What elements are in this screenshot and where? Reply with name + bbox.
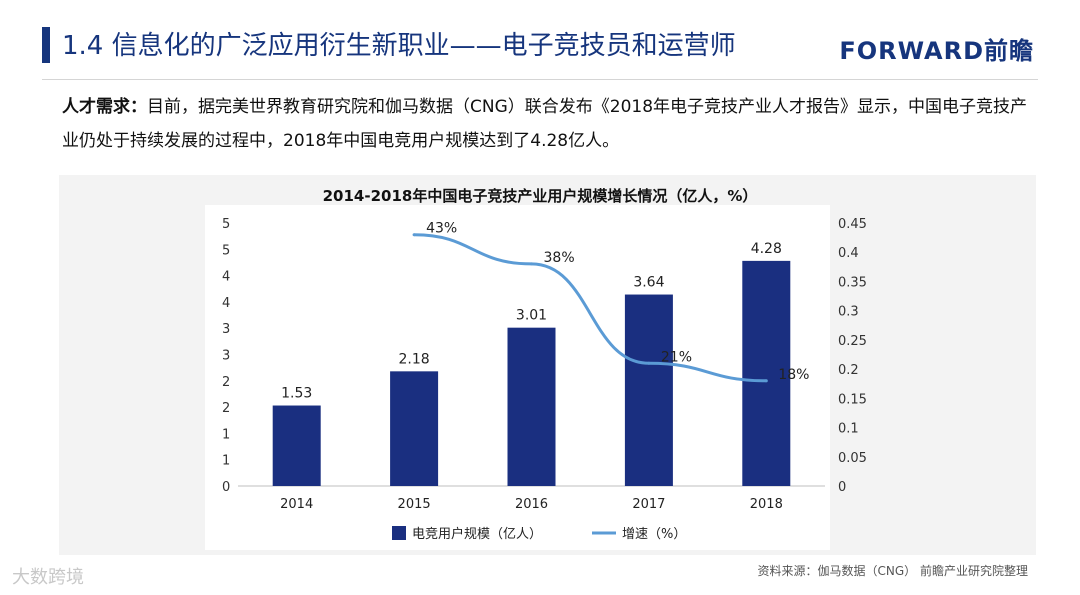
- y-right-tick-label: 0.3: [838, 305, 859, 320]
- y-left-tick-label: 3: [222, 322, 230, 337]
- y-right-tick-label: 0.35: [838, 275, 867, 290]
- y-right-tick-label: 0.15: [838, 392, 867, 407]
- bar-user-scale: [390, 371, 439, 486]
- y-left-tick-label: 5: [222, 243, 230, 258]
- y-left-tick-label: 5: [222, 217, 230, 232]
- y-right-tick-label: 0: [838, 480, 846, 495]
- y-right-tick-label: 0.05: [838, 451, 867, 466]
- bar-data-label: 3.64: [633, 275, 664, 291]
- intro-text: 目前，据完美世界教育研究院和伽马数据（CNG）联合发布《2018年电子竞技产业人…: [62, 97, 1028, 151]
- bar-data-label: 1.53: [281, 386, 312, 402]
- bar-user-scale: [272, 405, 321, 486]
- y-right-tick-label: 0.45: [838, 217, 867, 232]
- legend-line-label: 增速（%）: [622, 527, 686, 542]
- growth-rate-line: [414, 233, 767, 383]
- growth-rate-point: [530, 262, 533, 266]
- growth-rate-label: 43%: [426, 221, 457, 237]
- y-left-tick-label: 2: [222, 401, 230, 416]
- y-left-tick-label: 1: [222, 427, 230, 442]
- intro-label: 人才需求：: [62, 97, 147, 117]
- title-accent-bar: [42, 27, 50, 63]
- x-tick-label: 2015: [398, 497, 431, 512]
- bar-user-scale: [507, 327, 556, 486]
- bar-user-scale: [742, 260, 791, 486]
- growth-rate-label: 21%: [661, 349, 692, 365]
- legend-bar-swatch: [392, 526, 406, 540]
- page-title: 1.4 信息化的广泛应用衍生新职业——电子竞技员和运营师: [62, 31, 736, 61]
- source-note: 资料来源：伽马数据（CNG） 前瞻产业研究院整理: [757, 564, 1028, 578]
- bar-user-scale: [624, 294, 673, 486]
- bar-data-label: 4.28: [751, 241, 782, 257]
- y-left-tick-label: 2: [222, 375, 230, 390]
- bar-data-label: 2.18: [399, 351, 430, 367]
- growth-rate-point: [647, 361, 651, 365]
- intro-paragraph: 人才需求：目前，据完美世界教育研究院和伽马数据（CNG）联合发布《2018年电子…: [62, 90, 1037, 158]
- x-tick-label: 2017: [632, 497, 665, 512]
- header-divider: [42, 79, 1038, 80]
- y-left-tick-label: 0: [222, 480, 230, 495]
- growth-rate-label: 18%: [778, 367, 809, 383]
- corner-watermark-logo: 大数跨境: [12, 567, 84, 588]
- x-tick-label: 2014: [280, 497, 313, 512]
- y-right-tick-label: 0.4: [838, 246, 859, 261]
- y-left-tick-label: 4: [222, 296, 230, 311]
- y-left-tick-label: 1: [222, 454, 230, 469]
- legend-bar-label: 电竞用户规模（亿人）: [412, 526, 542, 542]
- y-right-tick-label: 0.2: [838, 363, 859, 378]
- growth-rate-point: [764, 379, 768, 383]
- growth-rate-point: [412, 233, 416, 237]
- x-tick-label: 2016: [515, 497, 548, 512]
- bar-data-label: 3.01: [516, 308, 547, 324]
- y-left-tick-label: 3: [222, 349, 230, 364]
- growth-rate-label: 38%: [544, 250, 575, 266]
- y-right-tick-label: 0.1: [838, 422, 859, 437]
- brand-logo: FORWARD前瞻: [839, 37, 1034, 65]
- chart-title: 2014-2018年中国电子竞技产业用户规模增长情况（亿人，%）: [322, 187, 758, 205]
- y-right-tick-label: 0.25: [838, 334, 867, 349]
- x-tick-label: 2018: [750, 497, 783, 512]
- y-left-tick-label: 4: [222, 270, 230, 285]
